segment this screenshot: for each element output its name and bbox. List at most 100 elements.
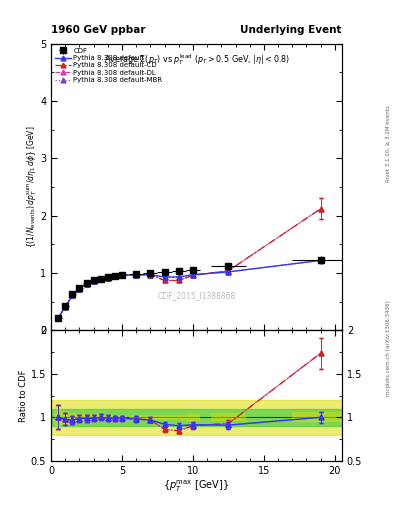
Pythia 8.308 default-DL: [176, 278, 181, 284]
Pythia 8.308 default: [56, 315, 61, 321]
Pythia 8.308 default-DL: [134, 272, 139, 278]
Bar: [143, 415, 158, 420]
Bar: [186, 414, 200, 421]
Pythia 8.308 default-DL: [226, 268, 231, 274]
Pythia 8.308 default-DL: [105, 274, 110, 281]
Text: CDF_2015_I1388868: CDF_2015_I1388868: [157, 291, 236, 301]
Pythia 8.308 default-MBR: [318, 258, 323, 264]
Pythia 8.308 default-DL: [84, 281, 89, 287]
Bar: [55, 406, 62, 429]
Pythia 8.308 default-MBR: [91, 278, 96, 284]
Bar: [83, 414, 90, 420]
Pythia 8.308 default-CD: [119, 272, 124, 279]
Pythia 8.308 default-CD: [176, 278, 181, 284]
Pythia 8.308 default: [84, 281, 89, 287]
Bar: [111, 415, 118, 420]
Pythia 8.308 default-MBR: [148, 272, 153, 278]
Pythia 8.308 default-MBR: [191, 272, 195, 278]
Pythia 8.308 default-DL: [119, 272, 124, 279]
Bar: [211, 414, 246, 421]
Pythia 8.308 default: [77, 286, 82, 292]
Pythia 8.308 default-DL: [56, 315, 61, 321]
Pythia 8.308 default-MBR: [119, 272, 124, 279]
Bar: [62, 411, 69, 423]
Bar: [292, 412, 349, 422]
Pythia 8.308 default-DL: [318, 206, 323, 212]
Pythia 8.308 default-DL: [112, 273, 117, 280]
Pythia 8.308 default-DL: [63, 304, 68, 310]
Line: Pythia 8.308 default-CD: Pythia 8.308 default-CD: [56, 206, 323, 320]
Bar: [97, 414, 104, 420]
Pythia 8.308 default: [191, 272, 195, 278]
Pythia 8.308 default-CD: [56, 315, 61, 321]
Bar: [51, 400, 342, 435]
Pythia 8.308 default-MBR: [84, 281, 89, 287]
Pythia 8.308 default: [63, 304, 68, 310]
Pythia 8.308 default-DL: [162, 278, 167, 284]
Pythia 8.308 default-DL: [77, 286, 82, 292]
Pythia 8.308 default-CD: [112, 273, 117, 280]
Pythia 8.308 default-CD: [77, 286, 82, 292]
Pythia 8.308 default-CD: [162, 278, 167, 284]
Pythia 8.308 default-MBR: [63, 304, 68, 310]
Text: 1960 GeV ppbar: 1960 GeV ppbar: [51, 25, 145, 35]
Pythia 8.308 default-MBR: [70, 292, 75, 298]
Pythia 8.308 default: [119, 272, 124, 279]
Pythia 8.308 default-MBR: [134, 272, 139, 278]
Pythia 8.308 default: [134, 272, 139, 278]
Pythia 8.308 default-CD: [318, 206, 323, 212]
Pythia 8.308 default-CD: [148, 272, 153, 278]
Pythia 8.308 default-MBR: [162, 274, 167, 280]
Pythia 8.308 default: [176, 274, 181, 280]
Pythia 8.308 default-MBR: [56, 315, 61, 321]
Bar: [69, 413, 76, 421]
Pythia 8.308 default-CD: [98, 275, 103, 282]
Bar: [90, 414, 97, 420]
Pythia 8.308 default-MBR: [77, 286, 82, 292]
Pythia 8.308 default-CD: [70, 292, 75, 298]
Pythia 8.308 default: [105, 274, 110, 281]
X-axis label: $\{p_T^\mathrm{max}\ [\mathrm{GeV}]\}$: $\{p_T^\mathrm{max}\ [\mathrm{GeV}]\}$: [163, 478, 230, 494]
Pythia 8.308 default-MBR: [226, 269, 231, 275]
Pythia 8.308 default-DL: [191, 272, 195, 279]
Pythia 8.308 default: [112, 273, 117, 280]
Pythia 8.308 default: [98, 275, 103, 282]
Pythia 8.308 default-MBR: [112, 273, 117, 280]
Bar: [104, 415, 111, 420]
Bar: [129, 415, 143, 420]
Bar: [172, 415, 186, 420]
Pythia 8.308 default-CD: [91, 278, 96, 284]
Pythia 8.308 default-CD: [84, 281, 89, 287]
Pythia 8.308 default-MBR: [98, 275, 103, 282]
Pythia 8.308 default-CD: [226, 268, 231, 274]
Bar: [51, 409, 342, 426]
Y-axis label: Ratio to CDF: Ratio to CDF: [19, 369, 28, 422]
Text: Average $\Sigma(p_T)$ vs $p_T^\mathrm{lead}$ ($p_T > 0.5$ GeV, $|\eta| < 0.8$): Average $\Sigma(p_T)$ vs $p_T^\mathrm{le…: [103, 52, 290, 67]
Y-axis label: $\{(1/N_\mathrm{events})\,dp_T^\mathrm{sum}/d\eta_1\,d\phi\}$ [GeV]: $\{(1/N_\mathrm{events})\,dp_T^\mathrm{s…: [25, 126, 39, 248]
Pythia 8.308 default-CD: [191, 272, 195, 279]
Text: Rivet 3.1.10, ≥ 3.2M events: Rivet 3.1.10, ≥ 3.2M events: [386, 105, 391, 182]
Pythia 8.308 default: [162, 274, 167, 280]
Pythia 8.308 default-DL: [91, 278, 96, 284]
Pythia 8.308 default-DL: [148, 272, 153, 278]
Pythia 8.308 default: [226, 269, 231, 275]
Pythia 8.308 default-MBR: [105, 274, 110, 281]
Text: Underlying Event: Underlying Event: [241, 25, 342, 35]
Line: Pythia 8.308 default-MBR: Pythia 8.308 default-MBR: [56, 258, 323, 320]
Pythia 8.308 default-CD: [63, 304, 68, 310]
Pythia 8.308 default-MBR: [176, 274, 181, 280]
Pythia 8.308 default: [148, 272, 153, 278]
Pythia 8.308 default-CD: [105, 274, 110, 281]
Bar: [76, 414, 83, 421]
Bar: [118, 415, 126, 420]
Pythia 8.308 default-CD: [134, 272, 139, 278]
Pythia 8.308 default: [91, 278, 96, 284]
Pythia 8.308 default-DL: [70, 292, 75, 298]
Text: mcplots.cern.ch [arXiv:1306.3436]: mcplots.cern.ch [arXiv:1306.3436]: [386, 301, 391, 396]
Legend: CDF, Pythia 8.308 default, Pythia 8.308 default-CD, Pythia 8.308 default-DL, Pyt: CDF, Pythia 8.308 default, Pythia 8.308 …: [53, 46, 165, 86]
Line: Pythia 8.308 default-DL: Pythia 8.308 default-DL: [56, 206, 323, 320]
Line: Pythia 8.308 default: Pythia 8.308 default: [56, 258, 323, 320]
Pythia 8.308 default: [318, 258, 323, 264]
Pythia 8.308 default: [70, 292, 75, 298]
Bar: [158, 415, 172, 420]
